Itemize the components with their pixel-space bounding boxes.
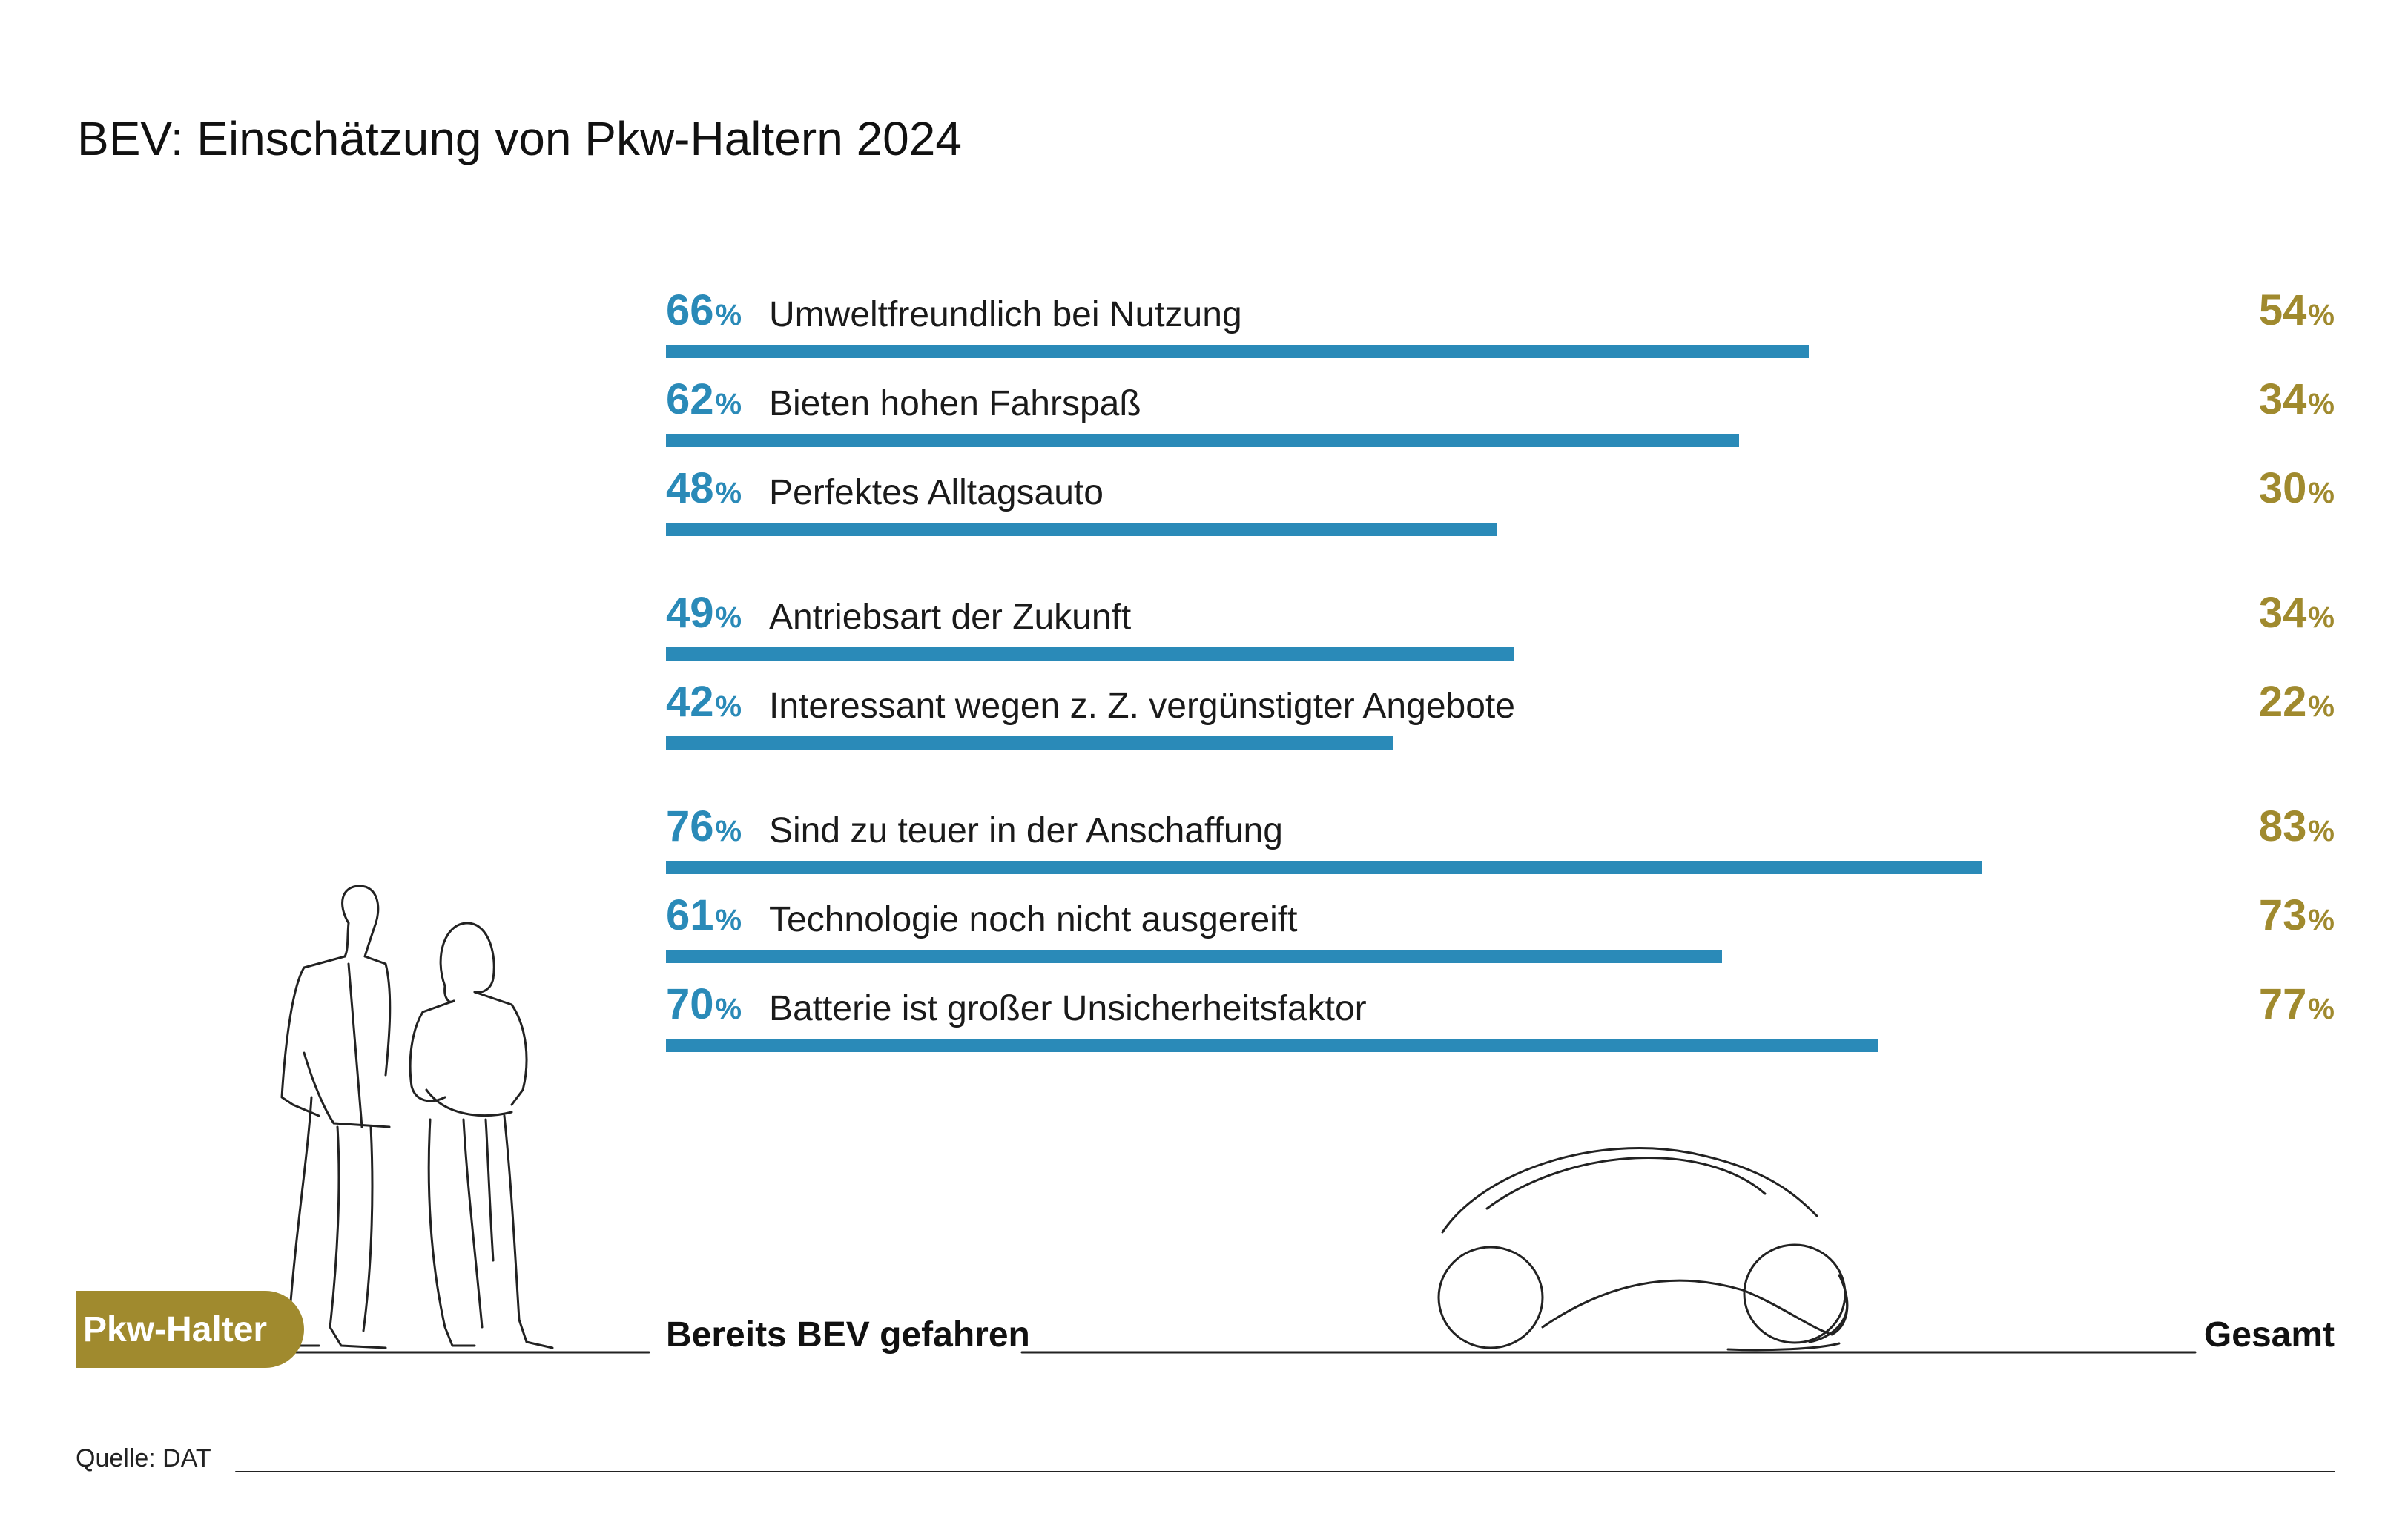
bev-value-number: 49 <box>666 589 714 637</box>
category-label: Perfektes Alltagsauto <box>769 473 1104 512</box>
bev-bar <box>666 434 1739 447</box>
bev-bar <box>666 861 1982 874</box>
percent-sign: % <box>715 690 742 723</box>
bev-value-label: 61% <box>666 890 742 940</box>
category-label: Bieten hohen Fahrspaß <box>769 384 1141 423</box>
bev-value-number: 48 <box>666 464 714 512</box>
woman-figure-icon <box>409 922 554 1349</box>
group-label: Pkw-Halter <box>83 1309 268 1349</box>
bev-value-number: 61 <box>666 891 714 939</box>
total-value-label: 83% <box>2259 801 2335 851</box>
bev-bar <box>666 736 1393 750</box>
total-value-number: 73 <box>2258 891 2307 939</box>
percent-sign: % <box>715 601 742 634</box>
bev-value-number: 76 <box>666 802 714 850</box>
total-value-number: 77 <box>2258 980 2307 1028</box>
category-label: Interessant wegen z. Z. vergünstigter An… <box>769 687 1515 726</box>
legend-bev-label: Bereits BEV gefahren <box>666 1315 1030 1355</box>
legend-total-label: Gesamt <box>2203 1315 2335 1355</box>
bev-bar <box>666 345 1809 358</box>
category-label: Batterie ist großer Unsicherheitsfaktor <box>769 989 1367 1028</box>
category-label: Sind zu teuer in der Anschaffung <box>769 811 1283 850</box>
bev-value-label: 42% <box>666 677 742 727</box>
page-title: BEV: Einschätzung von Pkw-Haltern 2024 <box>77 112 962 165</box>
percent-sign: % <box>2308 815 2335 847</box>
total-value-label: 77% <box>2259 979 2335 1029</box>
total-value-label: 22% <box>2259 677 2335 727</box>
man-figure-icon <box>280 885 392 1349</box>
bev-value-label: 66% <box>666 285 742 335</box>
percent-sign: % <box>2308 299 2335 331</box>
bev-bar <box>666 950 1722 963</box>
bev-value-number: 70 <box>666 980 714 1028</box>
bev-value-number: 62 <box>666 375 714 423</box>
total-value-label: 34% <box>2259 588 2335 638</box>
percent-sign: % <box>715 477 742 509</box>
total-value-label: 73% <box>2259 890 2335 940</box>
bev-bar <box>666 1039 1878 1052</box>
percent-sign: % <box>715 388 742 420</box>
source-note: Quelle: DAT <box>76 1444 211 1472</box>
bev-bar <box>666 647 1514 661</box>
bev-value-number: 66 <box>666 286 714 334</box>
bev-value-label: 70% <box>666 979 742 1029</box>
percent-sign: % <box>2308 993 2335 1025</box>
total-value-number: 54 <box>2258 286 2307 334</box>
bev-value-label: 48% <box>666 463 742 513</box>
total-value-number: 34 <box>2258 375 2307 423</box>
percent-sign: % <box>715 815 742 847</box>
total-value-number: 83 <box>2258 802 2307 850</box>
total-value-label: 30% <box>2259 463 2335 513</box>
total-value-label: 54% <box>2259 285 2335 335</box>
bev-value-label: 49% <box>666 588 742 638</box>
percent-sign: % <box>2308 904 2335 936</box>
percent-sign: % <box>715 904 742 936</box>
total-value-number: 34 <box>2258 589 2307 637</box>
category-label: Antriebsart der Zukunft <box>769 598 1132 637</box>
bev-bar <box>666 523 1497 536</box>
bev-value-label: 76% <box>666 801 742 851</box>
bev-value-label: 62% <box>666 374 742 424</box>
category-label: Umweltfreundlich bei Nutzung <box>769 295 1242 334</box>
percent-sign: % <box>715 299 742 331</box>
total-value-number: 22 <box>2258 678 2307 726</box>
percent-sign: % <box>2308 601 2335 634</box>
percent-sign: % <box>2308 477 2335 509</box>
total-value-label: 34% <box>2259 374 2335 424</box>
car-sketch-icon <box>1437 1147 1849 1352</box>
group-label-badge: Pkw-Halter <box>76 1291 304 1368</box>
category-label: Technologie noch nicht ausgereift <box>769 900 1298 939</box>
percent-sign: % <box>715 993 742 1025</box>
bev-value-number: 42 <box>666 678 714 726</box>
total-value-number: 30 <box>2258 464 2307 512</box>
percent-sign: % <box>2308 388 2335 420</box>
percent-sign: % <box>2308 690 2335 723</box>
